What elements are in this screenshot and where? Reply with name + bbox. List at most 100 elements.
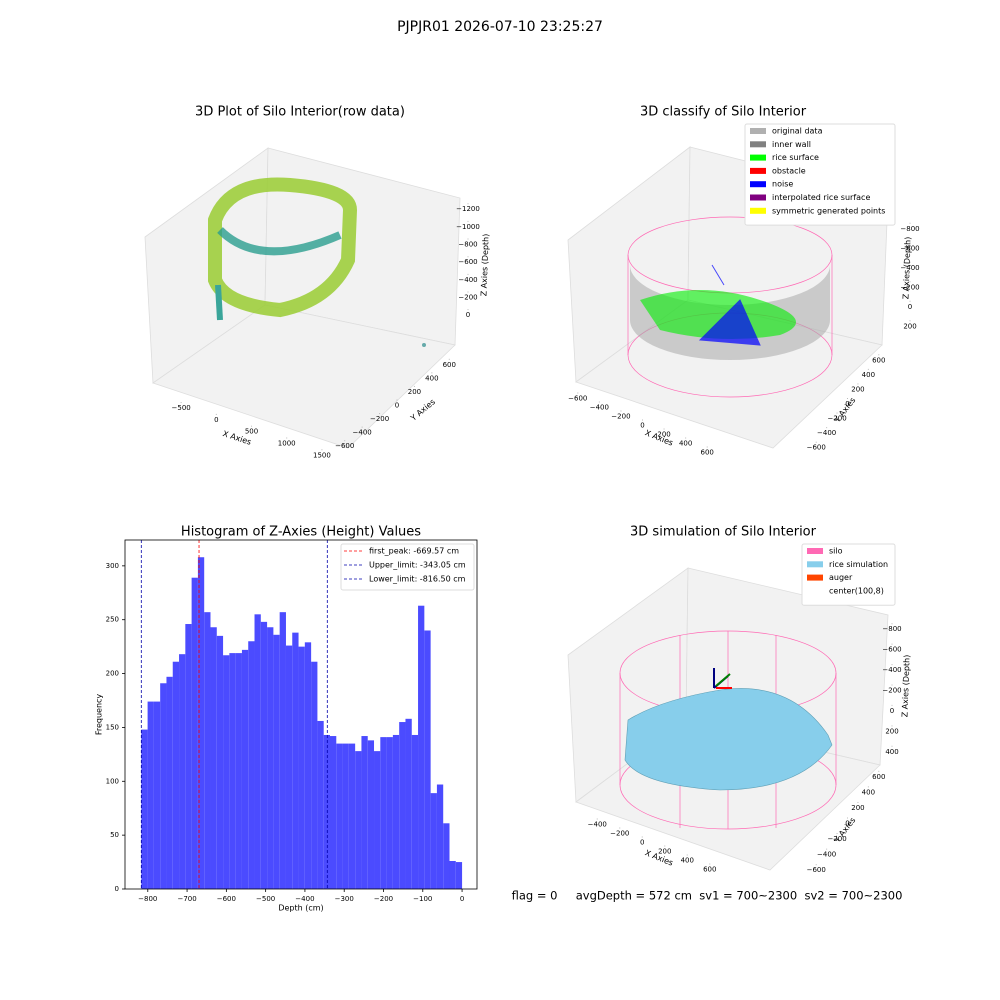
bar — [386, 737, 393, 889]
legend-swatch — [750, 181, 766, 188]
legend-label: obstacle — [772, 166, 806, 175]
panel-3d-simulation — [567, 567, 889, 871]
y-tick-label: 200 — [851, 804, 864, 812]
x-tick-label: −200 — [610, 830, 629, 838]
x-tick-label: 0 — [640, 839, 644, 847]
x-axis-label: Depth (cm) — [278, 904, 323, 913]
z-tick-label: 400 — [885, 748, 898, 756]
y-tick-label: −600 — [807, 444, 826, 452]
x-tick-label: −600 — [217, 895, 236, 903]
y-axis-label: Y Axies — [408, 397, 437, 423]
bar — [380, 737, 387, 889]
bar — [304, 642, 312, 889]
panel-title: 3D simulation of Silo Interior — [630, 525, 817, 540]
x-tick-label: −700 — [177, 895, 196, 903]
bar — [323, 734, 330, 889]
bar — [430, 793, 437, 889]
z-tick-label: −1200 — [456, 205, 480, 213]
legend-swatch — [807, 561, 823, 568]
z-tick-label: 0 — [908, 303, 912, 311]
y-tick-label: 400 — [862, 371, 875, 379]
bar — [392, 734, 400, 889]
y-tick-label: 300 — [106, 562, 119, 570]
bar — [179, 654, 186, 889]
y-tick-label: −400 — [353, 429, 372, 437]
panel-3d-classify — [567, 146, 889, 449]
legend-swatch — [750, 167, 766, 174]
y-tick-label: 200 — [851, 385, 864, 393]
x-tick-label: −800 — [138, 895, 157, 903]
bar — [160, 683, 167, 889]
z-tick-label: −400 — [458, 276, 477, 284]
y-tick-label: −600 — [335, 442, 354, 450]
bar — [223, 655, 230, 889]
x-tick-label: −500 — [256, 895, 275, 903]
bar — [418, 605, 425, 889]
y-tick-label: 0 — [115, 885, 119, 893]
x-tick-label: −400 — [588, 821, 607, 829]
z-tick-label: −400 — [882, 666, 901, 674]
y-tick-label: 0 — [395, 402, 399, 410]
bar — [298, 646, 305, 889]
noise — [698, 264, 761, 346]
bar — [348, 743, 356, 889]
y-tick-label: 0 — [845, 820, 849, 828]
y-tick-label: 600 — [443, 361, 456, 369]
legend-label: Lower_limit: -816.50 cm — [369, 575, 466, 584]
legend-label: interpolated rice surface — [772, 193, 870, 202]
plot-frame — [124, 539, 478, 890]
z-axis-label: Z Axies (Depth) — [901, 237, 912, 300]
status-text: flag = 0 avgDepth = 572 cm sv1 = 700~230… — [512, 889, 903, 903]
z-tick-label: −600 — [882, 646, 901, 654]
z-tick-label: −800 — [882, 625, 901, 633]
z-axis-label: Z Axies (Depth) — [479, 234, 490, 297]
bar — [147, 701, 154, 889]
bar — [292, 632, 299, 889]
y-tick-label: 250 — [106, 616, 119, 624]
z-tick-label: −800 — [458, 241, 477, 249]
bar — [424, 630, 431, 889]
y-tick-label: 200 — [408, 388, 421, 396]
z-tick-label: −600 — [900, 244, 919, 252]
bar — [317, 720, 324, 889]
z-tick-label: 0 — [466, 311, 470, 319]
x-tick-label: 600 — [703, 866, 716, 874]
bar — [405, 718, 412, 889]
bar — [210, 627, 217, 889]
y-tick-label: 600 — [872, 356, 885, 364]
legend-label: noise — [772, 180, 793, 189]
y-tick-label: 50 — [110, 831, 119, 839]
y-tick-label: 0 — [845, 400, 849, 408]
legend-label: center(100,8) — [829, 586, 884, 595]
bar — [229, 653, 236, 889]
bar — [248, 641, 255, 889]
bar — [273, 634, 280, 889]
bar — [399, 722, 406, 889]
bar — [204, 612, 211, 889]
legend-label: rice surface — [772, 153, 819, 162]
z-tick-label: 200 — [885, 727, 898, 735]
panel-title: 3D classify of Silo Interior — [640, 105, 807, 120]
x-tick-label: −200 — [374, 895, 393, 903]
y-axis-label: Frequency — [95, 694, 104, 736]
y-tick-label: 150 — [106, 723, 119, 731]
bar — [449, 860, 456, 889]
x-tick-label: 1000 — [278, 439, 296, 447]
y-tick-label: −200 — [827, 415, 846, 423]
bar — [336, 743, 343, 889]
bar — [267, 627, 274, 889]
legend-label: original data — [772, 127, 823, 136]
point-cloud — [217, 227, 342, 256]
bar — [285, 645, 293, 889]
silo-wire — [627, 255, 833, 355]
y-tick-label: −400 — [817, 429, 836, 437]
z-tick-label: −1000 — [456, 223, 480, 231]
x-tick-label: 0 — [640, 422, 644, 430]
bar — [436, 784, 444, 889]
x-tick-label: 600 — [701, 449, 714, 457]
bar — [329, 736, 337, 889]
bar — [279, 612, 286, 889]
y-tick-label: 200 — [106, 670, 119, 678]
panel-title: 3D Plot of Silo Interior(row data) — [195, 105, 405, 120]
